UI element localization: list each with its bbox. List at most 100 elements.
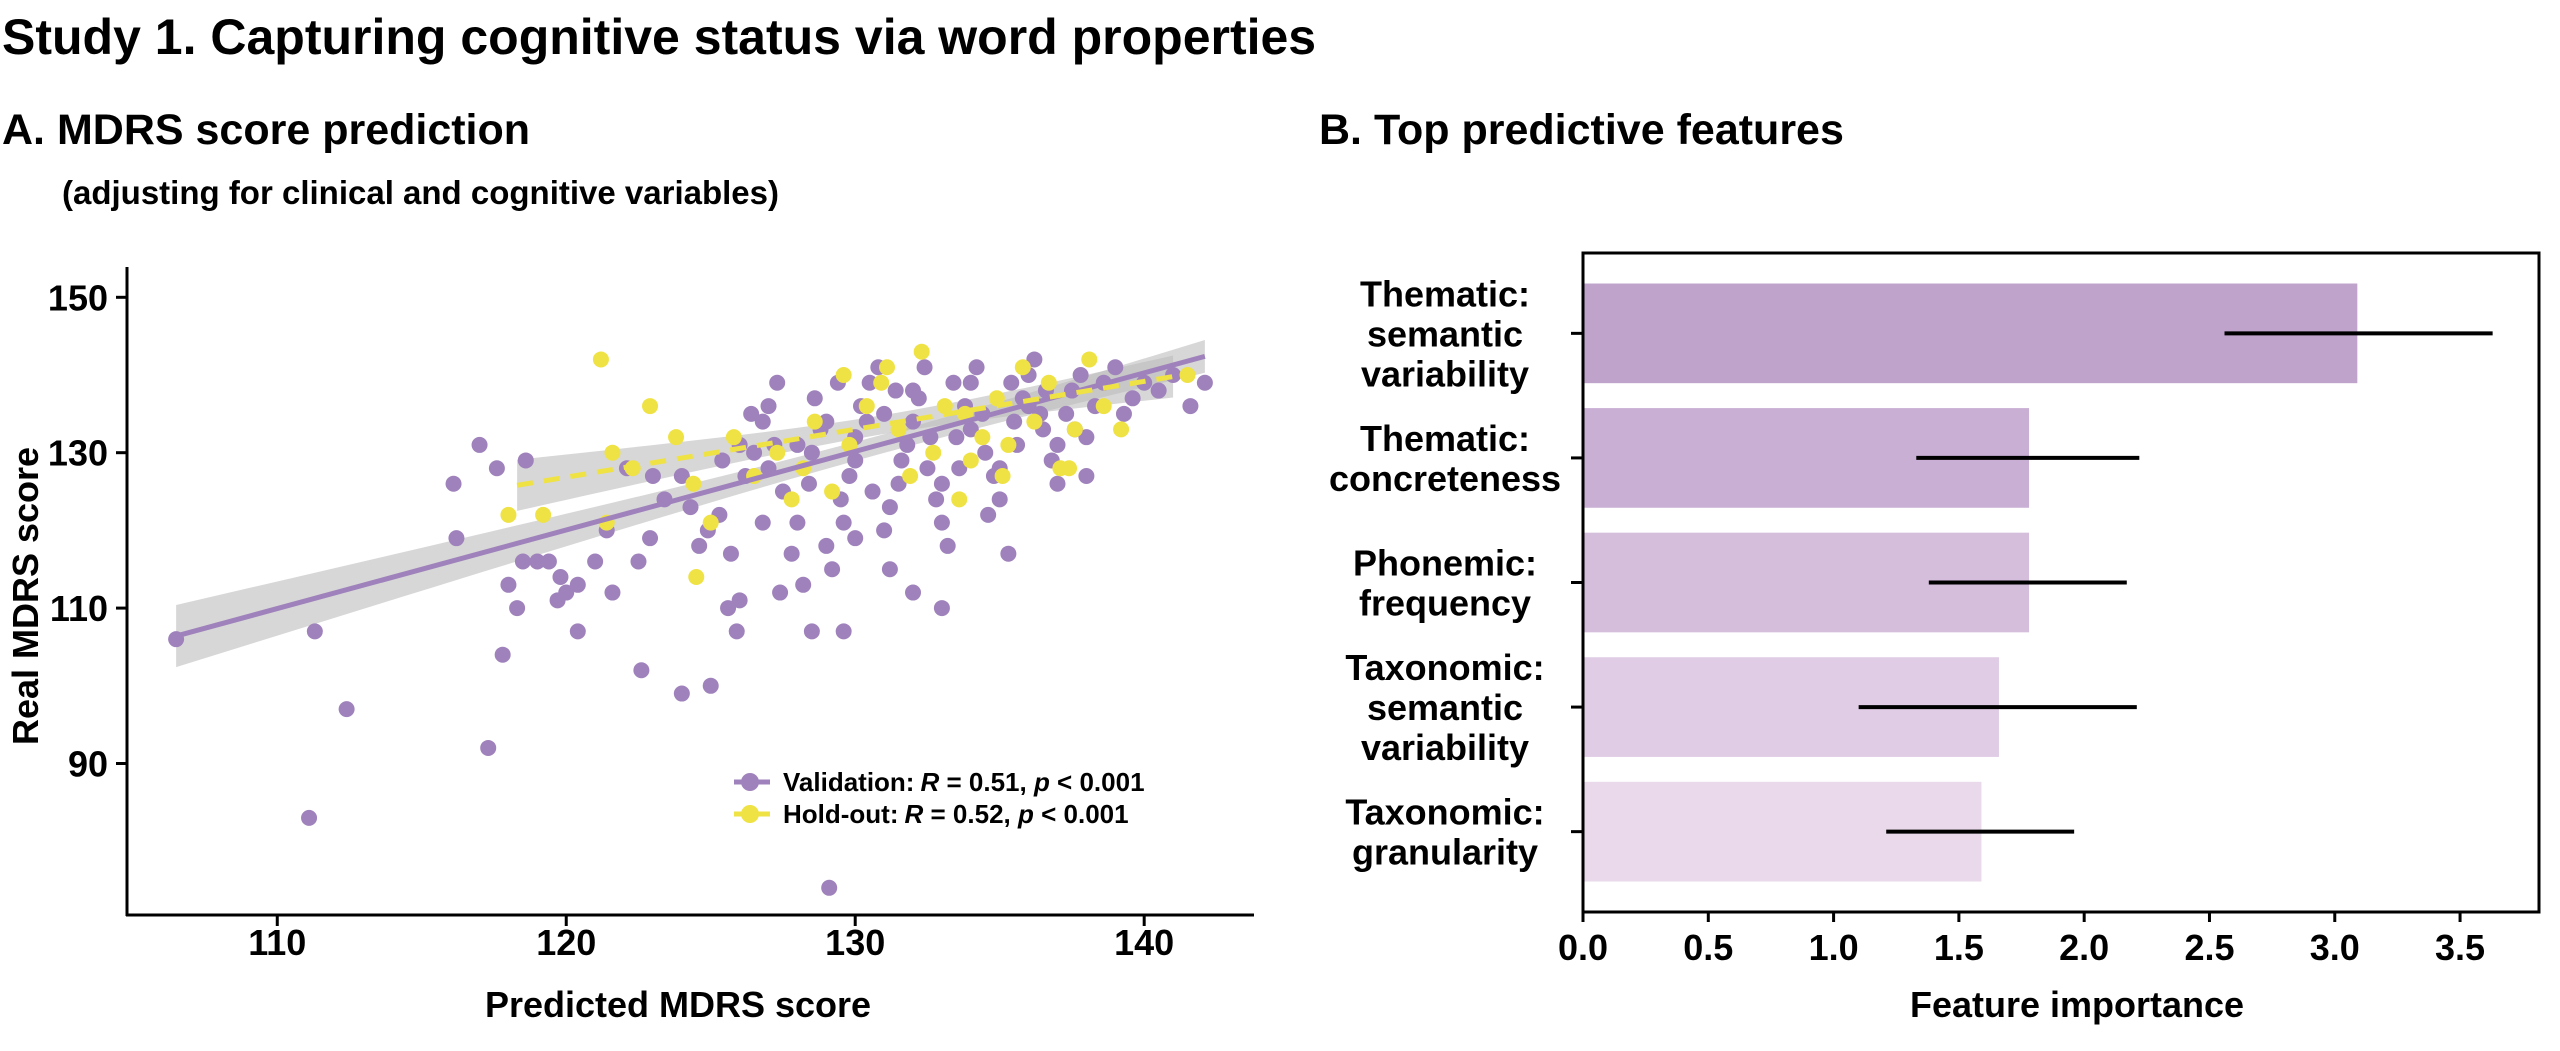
x-axis-label: Feature importance (1910, 984, 2244, 1025)
data-point-validation (864, 483, 881, 500)
data-point-validation (876, 405, 893, 422)
regression-line-validation (175, 353, 1206, 639)
data-point-validation (806, 390, 823, 407)
feature-label: concreteness (1329, 458, 1561, 499)
data-point-validation (728, 623, 745, 640)
y-tick-label: 130 (48, 433, 108, 474)
data-point-hold-out (824, 483, 841, 500)
data-point-hold-out (873, 374, 890, 391)
data-point-validation (919, 460, 936, 477)
data-point-validation (494, 646, 511, 663)
data-point-hold-out (668, 429, 685, 446)
data-point-hold-out (688, 569, 705, 586)
data-point-hold-out (783, 491, 800, 508)
legend-dot-icon (741, 805, 759, 823)
data-point-validation (754, 514, 771, 531)
data-point-validation (818, 413, 835, 430)
feature-label: Thematic: (1360, 418, 1530, 459)
data-point-validation (841, 468, 858, 485)
feature-labels: Thematic:semanticvariabilityThematic:con… (1329, 273, 1583, 873)
data-point-validation (731, 592, 748, 609)
data-point-validation (887, 382, 904, 399)
data-point-validation (604, 584, 621, 601)
data-point-validation (587, 553, 604, 570)
data-point-validation (800, 475, 817, 492)
data-point-validation (876, 522, 893, 539)
data-point-validation (540, 553, 557, 570)
data-point-validation (488, 460, 505, 477)
data-point-hold-out (936, 398, 953, 415)
figure-title: Study 1. Capturing cognitive status via … (2, 9, 1316, 65)
data-point-validation (471, 436, 488, 453)
data-point-validation (795, 576, 812, 593)
data-point-validation (760, 398, 777, 415)
data-point-hold-out (806, 413, 823, 430)
data-point-validation (1078, 429, 1095, 446)
legend-item-validation: Validation: R = 0.51, p < 0.001 (734, 767, 1145, 797)
data-point-validation (642, 530, 659, 547)
data-point-hold-out (1026, 413, 1043, 430)
data-point-validation (905, 413, 922, 430)
data-point-hold-out (925, 444, 942, 461)
feature-label: frequency (1359, 583, 1531, 624)
regression-lines (175, 353, 1206, 639)
data-point-validation (1150, 382, 1167, 399)
data-point-hold-out (1014, 359, 1031, 376)
scatter-points (168, 343, 1213, 896)
data-point-validation (803, 623, 820, 640)
data-point-validation (847, 452, 864, 469)
data-point-validation (1182, 398, 1199, 415)
data-point-hold-out (685, 475, 702, 492)
data-point-validation (962, 421, 979, 438)
data-point-validation (633, 662, 650, 679)
feature-label: semantic (1367, 313, 1523, 354)
data-point-hold-out (1000, 436, 1017, 453)
data-point-validation (448, 530, 465, 547)
feature-label: Phonemic: (1353, 543, 1537, 584)
data-point-validation (821, 879, 838, 896)
legend-name: Hold-out: (783, 799, 899, 829)
panel-a-title: A. MDRS score prediction (2, 106, 530, 154)
data-point-hold-out (974, 429, 991, 446)
data-point-validation (630, 553, 647, 570)
feature-label: variability (1361, 353, 1529, 394)
feature-label: Thematic: (1360, 273, 1530, 314)
data-point-validation (861, 374, 878, 391)
data-point-hold-out (1066, 421, 1083, 438)
data-point-validation (893, 452, 910, 469)
legend-r-value: = 0.51, (939, 767, 1034, 797)
data-point-validation (1006, 413, 1023, 430)
data-point-validation (714, 452, 731, 469)
x-tick-label: 1.0 (1809, 927, 1859, 968)
feature-label: semantic (1367, 687, 1523, 728)
data-point-validation (951, 460, 968, 477)
data-point-hold-out (769, 444, 786, 461)
feature-label: Taxonomic: (1345, 647, 1544, 688)
data-point-validation (746, 444, 763, 461)
data-point-validation (905, 382, 922, 399)
data-point-validation (803, 444, 820, 461)
data-point-validation (1124, 390, 1141, 407)
data-point-validation (881, 561, 898, 578)
data-point-hold-out (500, 506, 517, 523)
data-point-validation (673, 468, 690, 485)
scatter-plot: 110 120 130 140 90 110 130 150 Predicted MDRS … (5, 267, 1254, 1025)
data-point-hold-out (1179, 367, 1196, 383)
legend-p-symbol: p (1017, 799, 1034, 829)
data-point-validation (569, 576, 586, 593)
data-point-hold-out (988, 390, 1005, 407)
feature-label: Taxonomic: (1345, 792, 1544, 833)
data-point-validation (1049, 436, 1066, 453)
data-point-validation (691, 537, 708, 554)
x-tick-label: 3.5 (2435, 927, 2485, 968)
data-point-hold-out (890, 421, 907, 438)
data-point-validation (928, 491, 945, 508)
data-point-validation (517, 452, 534, 469)
x-tick-label: 140 (1114, 922, 1174, 963)
data-point-validation (1026, 351, 1043, 368)
data-point-validation (682, 499, 699, 516)
data-point-validation (722, 545, 739, 562)
bars (1584, 283, 2493, 882)
